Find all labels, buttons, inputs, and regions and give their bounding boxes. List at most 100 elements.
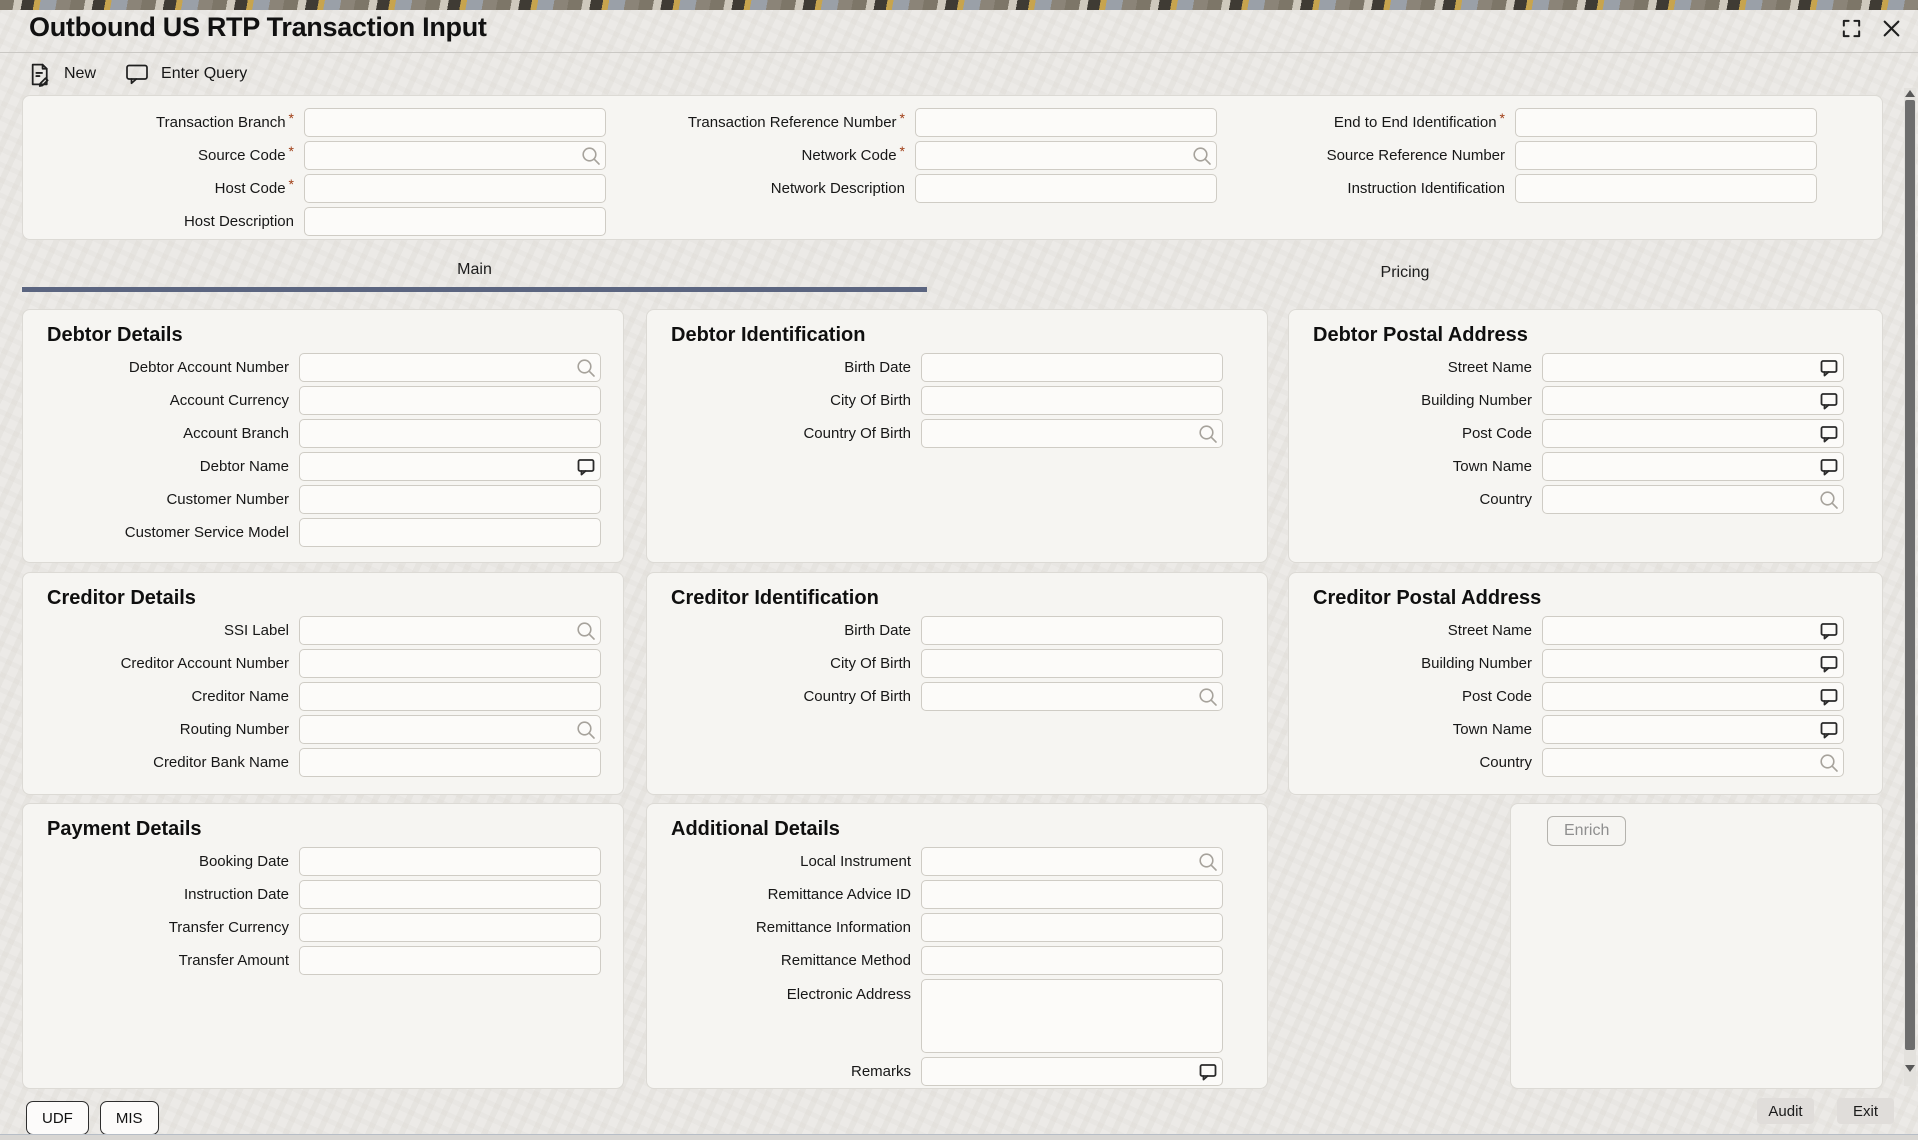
transaction-branch-input[interactable] <box>304 108 606 137</box>
remittance-method-input[interactable] <box>921 946 1223 975</box>
search-icon[interactable] <box>1198 687 1218 707</box>
restore-window-icon[interactable] <box>1840 17 1863 40</box>
debtor-post-code-input[interactable] <box>1542 419 1844 448</box>
search-icon[interactable] <box>581 146 601 166</box>
mis-button[interactable]: MIS <box>99 1101 159 1135</box>
transaction-reference-number-input[interactable] <box>915 108 1217 137</box>
new-button[interactable]: New <box>28 62 96 87</box>
creditor-town-name-input[interactable] <box>1542 715 1844 744</box>
booking-date-input[interactable] <box>299 847 601 876</box>
instruction-identification-input[interactable] <box>1515 174 1817 203</box>
comment-icon[interactable] <box>1819 654 1839 674</box>
field-row: Remarks <box>671 1057 1223 1086</box>
search-icon[interactable] <box>1198 852 1218 872</box>
search-icon[interactable] <box>576 720 596 740</box>
debtor-country-input[interactable] <box>1542 485 1844 514</box>
creditor-post-code-input[interactable] <box>1542 682 1844 711</box>
scrollbar-thumb[interactable] <box>1905 100 1915 1050</box>
field-row: Post Code <box>1313 682 1844 711</box>
enter-query-button[interactable]: Enter Query <box>124 62 247 86</box>
remittance-advice-id-input[interactable] <box>921 880 1223 909</box>
creditor-country-input[interactable] <box>1542 748 1844 777</box>
local-instrument-input[interactable] <box>921 847 1223 876</box>
field-row: Debtor Name <box>47 452 601 481</box>
creditor-bank-name-input[interactable] <box>299 748 601 777</box>
field-label: Creditor Bank Name <box>153 753 289 771</box>
debtor-street-name-input[interactable] <box>1542 353 1844 382</box>
routing-number-input[interactable] <box>299 715 601 744</box>
account-currency-input[interactable] <box>299 386 601 415</box>
debtor-name-input[interactable] <box>299 452 601 481</box>
account-branch-input[interactable] <box>299 419 601 448</box>
creditor-street-name-input[interactable] <box>1542 616 1844 645</box>
comment-icon[interactable] <box>1819 424 1839 444</box>
debtor-country-of-birth-input[interactable] <box>921 419 1223 448</box>
comment-icon[interactable] <box>1819 687 1839 707</box>
comment-icon[interactable] <box>1819 457 1839 477</box>
creditor-country-of-birth-input[interactable] <box>921 682 1223 711</box>
tab-main[interactable]: Main <box>22 253 927 292</box>
ssi-label-input[interactable] <box>299 616 601 645</box>
customer-service-model-input[interactable] <box>299 518 601 547</box>
search-icon[interactable] <box>1192 146 1212 166</box>
field-label: Birth Date <box>844 621 911 639</box>
debtor-city-of-birth-input[interactable] <box>921 386 1223 415</box>
comment-icon[interactable] <box>1819 720 1839 740</box>
comment-icon[interactable] <box>1198 1062 1218 1082</box>
customer-number-input[interactable] <box>299 485 601 514</box>
network-description-input[interactable] <box>915 174 1217 203</box>
field-row: City Of Birth <box>671 649 1223 678</box>
transaction-header-panel: Transaction Branch * Source Code * Host Co… <box>22 95 1883 240</box>
field-row: Creditor Name <box>47 682 601 711</box>
network-code-input[interactable] <box>915 141 1217 170</box>
field-row: Transfer Currency <box>47 913 601 942</box>
comment-icon[interactable] <box>576 457 596 477</box>
creditor-name-input[interactable] <box>299 682 601 711</box>
tab-pricing[interactable]: Pricing <box>927 253 1883 292</box>
payment-details-panel: Payment Details Booking Date Instruction… <box>22 803 624 1089</box>
section-title: Creditor Identification <box>671 587 879 609</box>
field-row: End to End Identification * <box>1251 108 1817 137</box>
scroll-down-arrow[interactable] <box>1905 1065 1915 1072</box>
field-row: Transfer Amount <box>47 946 601 975</box>
electronic-address-input[interactable] <box>921 979 1223 1053</box>
search-icon[interactable] <box>1198 424 1218 444</box>
end-to-end-identification-input[interactable] <box>1515 108 1817 137</box>
debtor-account-number-input[interactable] <box>299 353 601 382</box>
audit-button[interactable]: Audit <box>1757 1098 1814 1124</box>
host-description-input[interactable] <box>304 207 606 236</box>
creditor-building-number-input[interactable] <box>1542 649 1844 678</box>
field-label: Instruction Date <box>183 885 289 903</box>
exit-button[interactable]: Exit <box>1837 1098 1894 1124</box>
creditor-city-of-birth-input[interactable] <box>921 649 1223 678</box>
debtor-building-number-input[interactable] <box>1542 386 1844 415</box>
instruction-date-input[interactable] <box>299 880 601 909</box>
source-code-input[interactable] <box>304 141 606 170</box>
transfer-amount-input[interactable] <box>299 946 601 975</box>
comment-icon[interactable] <box>1819 358 1839 378</box>
host-code-input[interactable] <box>304 174 606 203</box>
vertical-scrollbar[interactable] <box>1904 88 1916 1086</box>
debtor-town-name-input[interactable] <box>1542 452 1844 481</box>
field-row: Customer Service Model <box>47 518 601 547</box>
transfer-currency-input[interactable] <box>299 913 601 942</box>
search-icon[interactable] <box>1819 753 1839 773</box>
udf-button[interactable]: UDF <box>26 1101 89 1135</box>
source-reference-number-input[interactable] <box>1515 141 1817 170</box>
search-icon[interactable] <box>576 358 596 378</box>
close-window-icon[interactable] <box>1881 18 1902 39</box>
section-title: Payment Details <box>47 818 202 840</box>
comment-icon[interactable] <box>1819 621 1839 641</box>
creditor-birth-date-input[interactable] <box>921 616 1223 645</box>
debtor-birth-date-input[interactable] <box>921 353 1223 382</box>
remittance-information-input[interactable] <box>921 913 1223 942</box>
field-row: Country <box>1313 748 1844 777</box>
remarks-input[interactable] <box>921 1057 1223 1086</box>
field-row: Instruction Identification <box>1251 174 1817 203</box>
search-icon[interactable] <box>1819 490 1839 510</box>
enrich-button[interactable]: Enrich <box>1547 816 1627 846</box>
search-icon[interactable] <box>576 621 596 641</box>
scroll-up-arrow[interactable] <box>1905 90 1915 97</box>
comment-icon[interactable] <box>1819 391 1839 411</box>
creditor-account-number-input[interactable] <box>299 649 601 678</box>
